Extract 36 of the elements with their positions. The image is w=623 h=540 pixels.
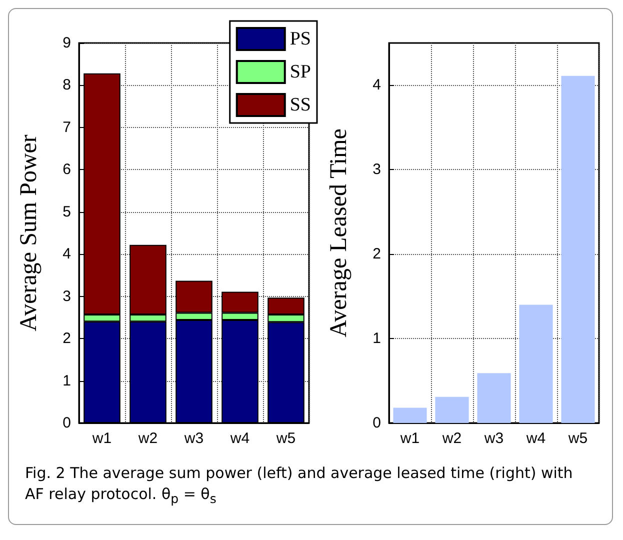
y-tick-label: 8 <box>62 76 71 94</box>
x-tick-label: w4 <box>229 430 250 447</box>
y-tick-label: 1 <box>372 330 381 348</box>
x-tick-label: w4 <box>525 430 546 447</box>
bar <box>393 408 427 423</box>
y-axis-title: Average Leased Time <box>326 128 352 338</box>
x-tick-label: w1 <box>399 430 420 447</box>
legend-label: PS <box>290 28 312 50</box>
x-tick-label: w2 <box>441 430 462 447</box>
bar <box>477 373 511 423</box>
x-tick-label: w5 <box>275 430 296 447</box>
y-tick-label: 4 <box>372 76 381 94</box>
y-tick-label: 5 <box>62 203 71 220</box>
caption: Fig. 2 The average sum power (left) and average leased time (right) with AF relay protocol. θ$_{p}$ = θ$_{s}$ <box>24 463 574 508</box>
bar <box>561 76 595 423</box>
x-tick-label: w1 <box>91 430 112 447</box>
legend-label: SP <box>290 62 312 82</box>
bar <box>435 396 469 423</box>
x-tick-label: w3 <box>183 430 204 447</box>
y-tick-label: 4 <box>62 246 71 263</box>
x-tick-label: w3 <box>483 430 504 447</box>
bar <box>519 304 553 423</box>
legend-label: SS <box>290 94 312 116</box>
y-axis-title: Average Sum Power <box>16 134 42 332</box>
x-tick-label: w5 <box>567 430 588 447</box>
y-tick-label: 6 <box>62 161 71 178</box>
y-tick-label: 1 <box>62 372 71 390</box>
y-tick-label: 0 <box>372 414 381 432</box>
y-tick-label: 2 <box>62 330 71 348</box>
y-tick-label: 3 <box>372 161 381 178</box>
y-tick-label: 2 <box>372 246 381 263</box>
x-tick-label: w2 <box>137 430 158 447</box>
y-tick-label: 3 <box>62 288 71 305</box>
y-tick-label: 7 <box>62 118 71 136</box>
y-tick-label: 0 <box>62 414 71 432</box>
y-tick-label: 9 <box>62 34 71 52</box>
